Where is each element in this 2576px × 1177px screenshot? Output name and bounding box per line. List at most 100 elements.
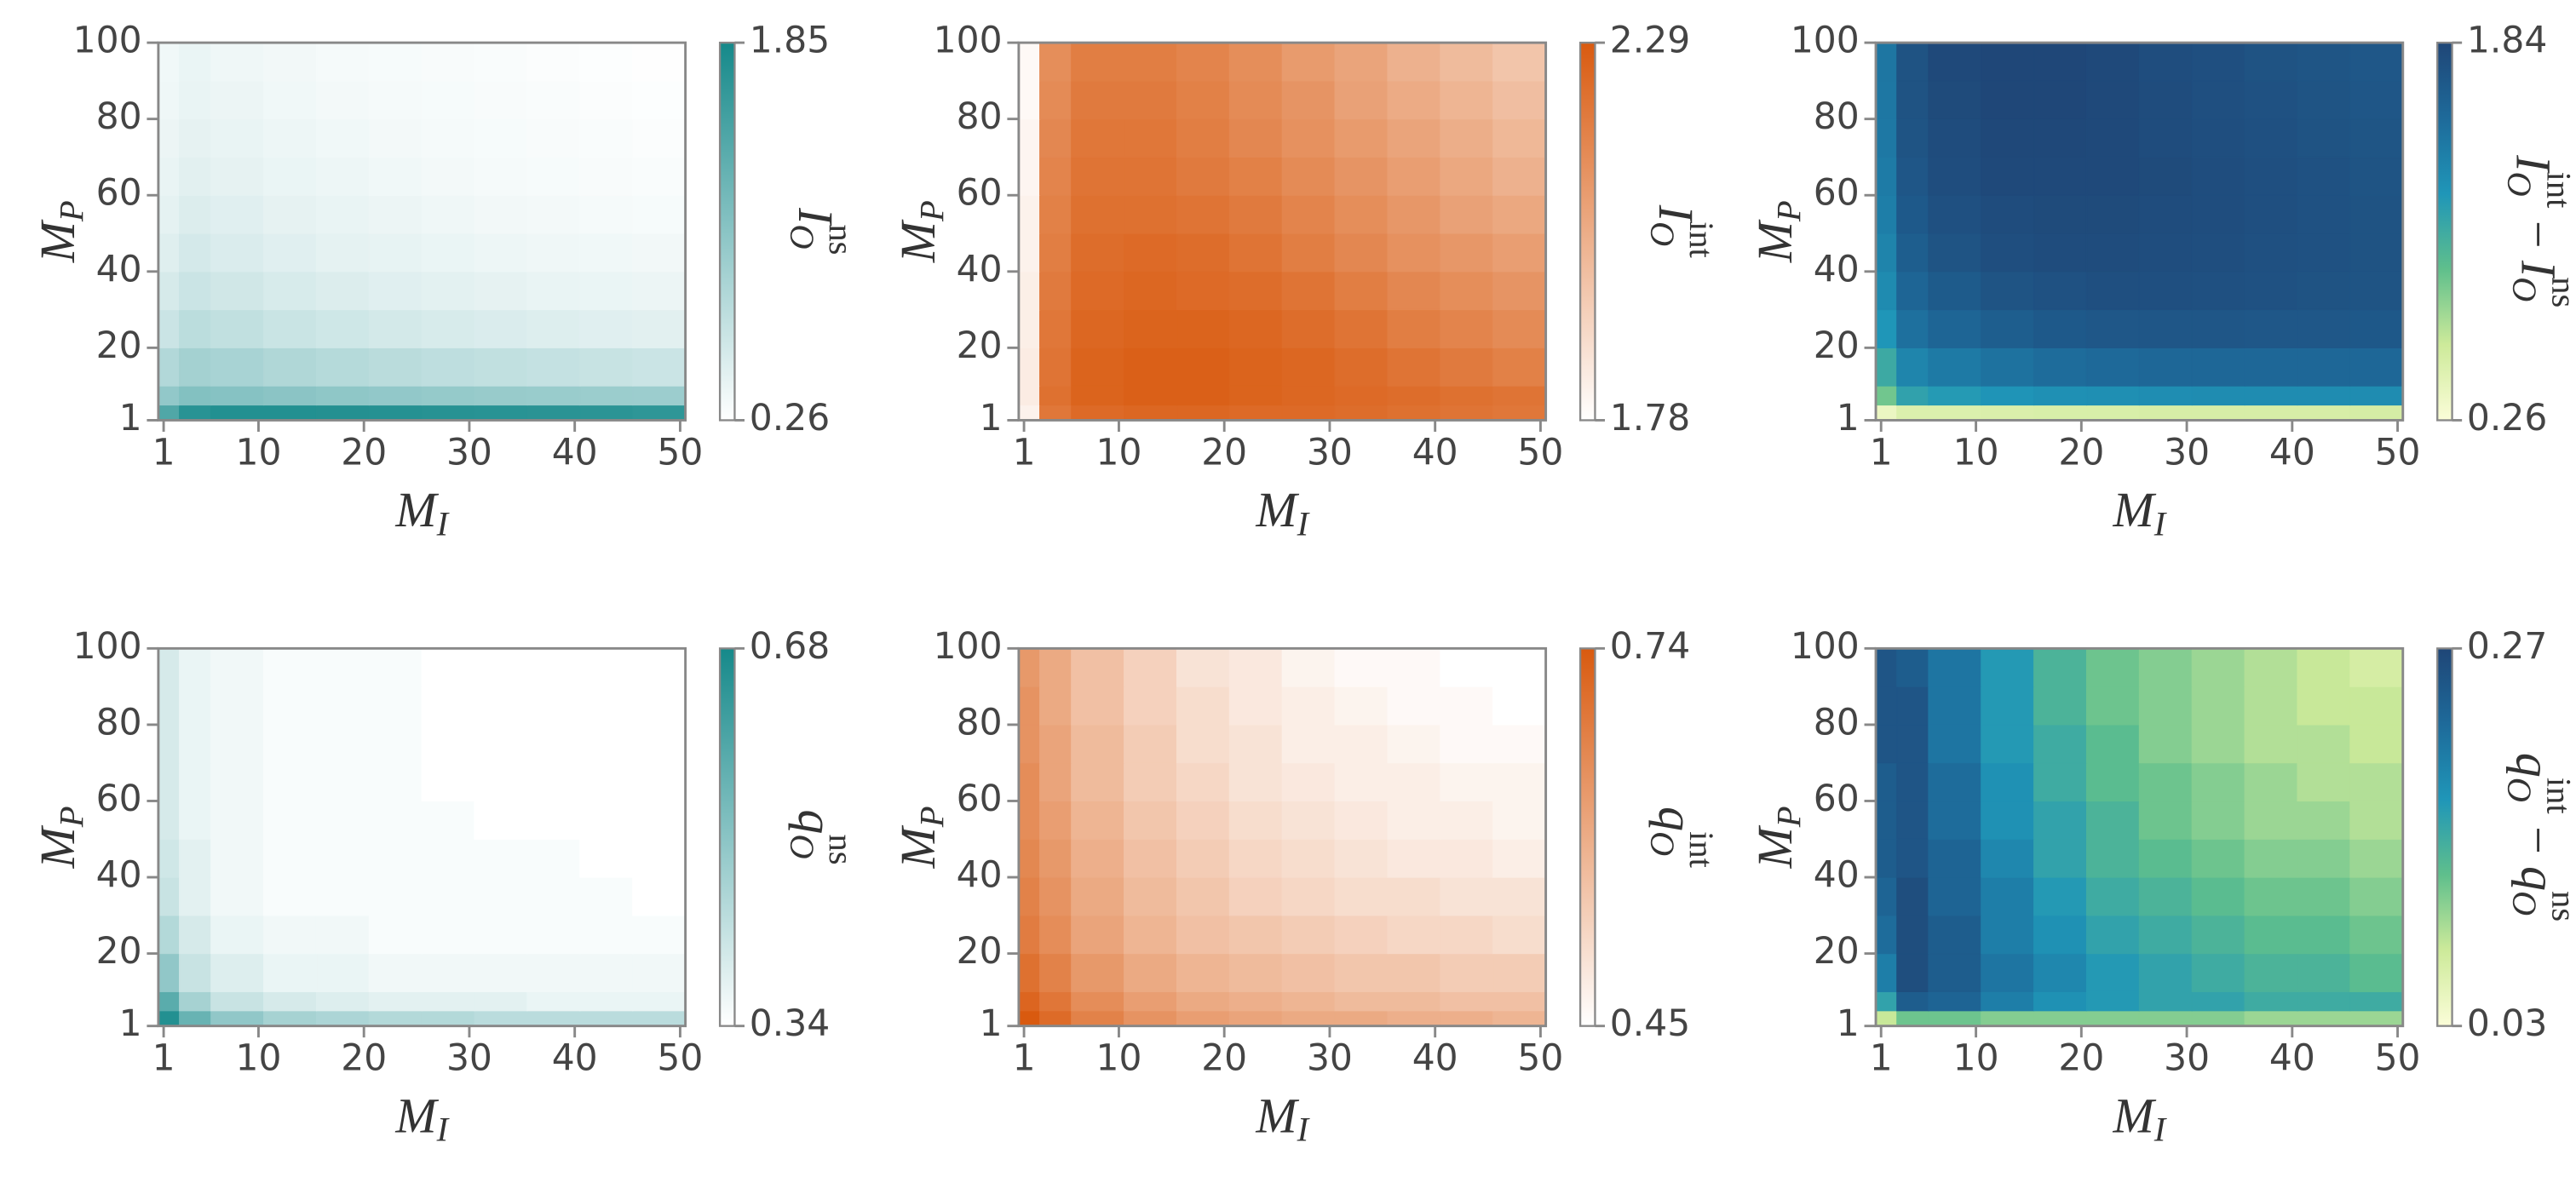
heatmap-cell (1896, 271, 1929, 311)
heatmap-cell (1018, 156, 1041, 196)
heatmap-cell (2085, 838, 2140, 878)
heatmap-cell (1281, 686, 1336, 726)
heatmap-cell (1071, 80, 1125, 120)
heatmap-cell (1281, 404, 1336, 422)
label-sub: I (2153, 1111, 2168, 1149)
heatmap-cell (263, 953, 318, 992)
heatmap-cell (1176, 271, 1230, 311)
y-tick-label: 60 (957, 172, 1003, 214)
heatmap-cell (2297, 156, 2351, 196)
heatmap-cell (1981, 953, 2035, 992)
y-tick-label: 1 (1837, 397, 1860, 439)
heatmap-cell (179, 80, 212, 120)
heatmap-cell (526, 42, 581, 82)
label-base: q (2510, 866, 2566, 891)
label-sub: I (436, 1111, 451, 1149)
heatmap-cell (1896, 385, 1929, 406)
heatmap-cell (579, 647, 634, 687)
heatmap-cell (474, 347, 528, 387)
heatmap-cell (1387, 156, 1441, 196)
heatmap-cell (1981, 762, 2035, 802)
heatmap-cell (1176, 762, 1230, 802)
y-tick-label: 80 (1814, 95, 1860, 137)
heatmap-cell (315, 762, 370, 802)
x-tick-label: 10 (1095, 1037, 1141, 1079)
heatmap-cell (526, 990, 581, 1012)
heatmap-cell (263, 80, 318, 120)
heatmap-cell (1228, 990, 1283, 1012)
heatmap-cell (2297, 915, 2351, 955)
heatmap-cell (579, 915, 634, 955)
heatmap-cell (158, 42, 181, 82)
heatmap-cell (1281, 953, 1336, 992)
heatmap-cell (474, 156, 528, 196)
x-tick-label: 1 (152, 431, 175, 473)
heatmap-cell (421, 80, 475, 120)
heatmap-cell (2138, 915, 2193, 955)
colorbar (718, 41, 736, 422)
heatmap-cell (368, 724, 423, 764)
x-tick-label: 20 (1201, 1037, 1247, 1079)
heatmap-cell (1875, 686, 1898, 726)
heatmap-cell (2349, 724, 2404, 764)
heatmap-cell (1018, 308, 1041, 348)
heatmap-cell (1440, 80, 1494, 120)
colorbar-label: IOns (783, 207, 860, 255)
heatmap-cell (368, 118, 423, 158)
heatmap-cell (179, 686, 212, 726)
heatmap-cell (632, 1010, 687, 1027)
heatmap-cell (1039, 233, 1072, 273)
heatmap-cell (1124, 800, 1178, 840)
heatmap-cell (2244, 686, 2298, 726)
heatmap-cell (579, 990, 634, 1012)
heatmap-cell (1440, 953, 1494, 992)
heatmap-cell (368, 80, 423, 120)
heatmap-cell (474, 686, 528, 726)
heatmap-cell (1387, 762, 1441, 802)
heatmap-cell (263, 1010, 318, 1027)
heatmap-cell (1875, 953, 1898, 992)
y-tick-label: 40 (957, 854, 1003, 896)
heatmap-cell (1334, 724, 1389, 764)
heatmap-cell (1334, 1010, 1389, 1027)
heatmap-cell (2138, 118, 2193, 158)
heatmap-cell (1387, 800, 1441, 840)
heatmap-cell (1440, 686, 1494, 726)
plot-frame (1017, 646, 1548, 1028)
heatmap-cell (2349, 385, 2404, 406)
y-axis-label: MP (30, 200, 90, 263)
heatmap-cell (1176, 724, 1230, 764)
heatmap-cell (474, 915, 528, 955)
heatmap-cell (1124, 42, 1178, 82)
label-base: M (890, 824, 946, 869)
heatmap-cell (315, 118, 370, 158)
colorbar-tick-label: 1.78 (1610, 397, 1690, 439)
heatmap-cell (1176, 953, 1230, 992)
heatmap-cell (1039, 915, 1072, 955)
heatmap-cell (2138, 194, 2193, 234)
x-tick-label: 1 (152, 1037, 175, 1079)
heatmap-cell (368, 647, 423, 687)
heatmap-cell (1176, 838, 1230, 878)
heatmap-cell (2244, 762, 2298, 802)
heatmap-cell (1928, 118, 1982, 158)
label-base: M (1748, 824, 1803, 869)
heatmap-cell (2297, 271, 2351, 311)
heatmap-cell (1492, 385, 1547, 406)
heatmap-cell (526, 385, 581, 406)
heatmap-cell (1176, 233, 1230, 273)
x-tick-label: 1 (1870, 431, 1893, 473)
heatmap-cell (1228, 404, 1283, 422)
heatmap-cell (474, 1010, 528, 1027)
heatmap-cell (179, 915, 212, 955)
y-tick-label: 40 (1814, 248, 1860, 290)
heatmap-cell (2085, 404, 2140, 422)
heatmap-cell (2349, 686, 2404, 726)
heatmap-cell (158, 838, 181, 878)
heatmap-cell (2349, 915, 2404, 955)
heatmap-cell (1281, 876, 1336, 916)
heatmap-cell (2085, 953, 2140, 992)
heatmap-cell (1896, 838, 1929, 878)
heatmap-cell (2085, 915, 2140, 955)
heatmap-cell (158, 118, 181, 158)
